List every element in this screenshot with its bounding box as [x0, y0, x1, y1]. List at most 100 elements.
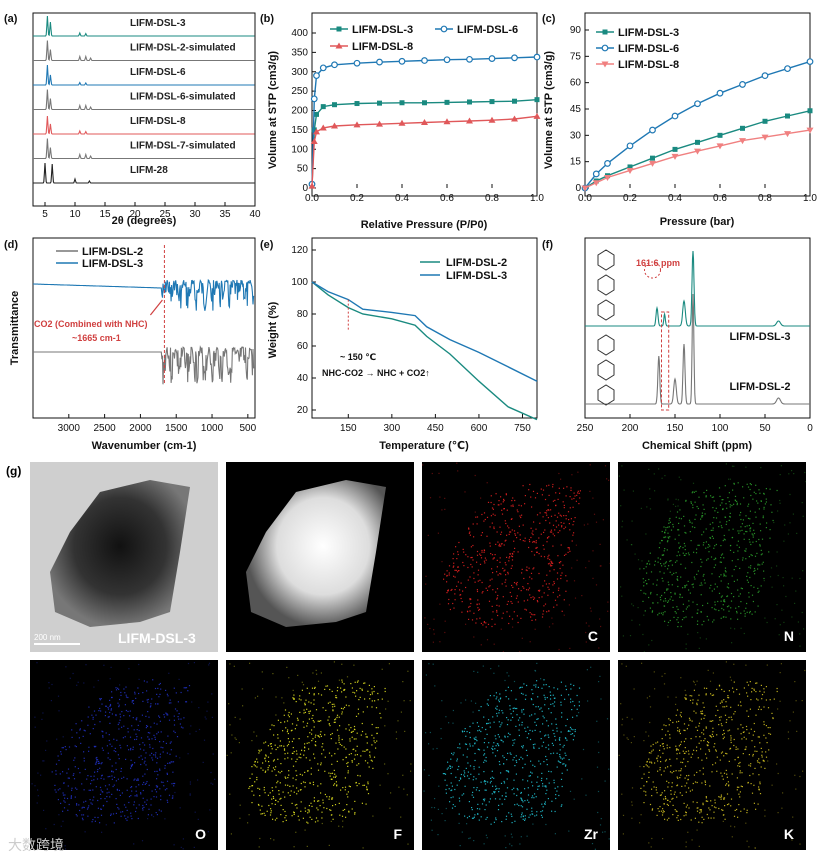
eds-dot: [320, 672, 322, 674]
eds-dot: [560, 731, 562, 733]
eds-dot: [107, 716, 109, 718]
eds-dot: [579, 497, 581, 499]
eds-dot: [304, 746, 306, 748]
eds-dot: [128, 749, 130, 751]
eds-dot: [431, 472, 433, 475]
eds-dot: [493, 526, 495, 528]
eds-dot: [525, 730, 527, 732]
eds-dot: [752, 522, 754, 524]
eds-dot: [564, 737, 567, 739]
eds-dot: [147, 701, 149, 703]
eds-dot: [652, 743, 654, 746]
eds-dot: [523, 577, 525, 580]
eds-dot: [135, 810, 137, 813]
eds-dot: [321, 822, 323, 825]
eds-dot: [341, 815, 344, 817]
eds-dot: [699, 809, 701, 811]
eds-dot: [373, 737, 375, 739]
eds-dot: [463, 774, 465, 776]
eds-dot: [549, 564, 551, 566]
eds-dot: [553, 582, 555, 585]
eds-dot: [701, 782, 703, 784]
xrd-trace: [33, 115, 255, 135]
eds-dot: [372, 767, 374, 769]
eds-dot: [534, 614, 536, 616]
eds-dot: [143, 680, 145, 682]
eds-dot: [796, 730, 798, 732]
eds-dot: [733, 744, 735, 747]
eds-dot: [45, 749, 47, 751]
eds-dot: [544, 498, 547, 501]
eds-dot: [532, 744, 534, 746]
eds-dot: [587, 700, 589, 702]
eds-dot: [100, 763, 102, 765]
eds-dot: [292, 777, 294, 779]
eds-dot: [553, 581, 555, 583]
eds-dot: [759, 783, 761, 785]
eds-dot: [659, 558, 662, 560]
eds-dot: [538, 537, 540, 539]
eds-dot: [287, 752, 289, 754]
eds-dot: [456, 462, 458, 464]
eds-dot: [543, 679, 545, 681]
eds-dot: [544, 785, 546, 787]
eds-dot: [758, 736, 760, 738]
eds-dot-group: [618, 463, 806, 652]
eds-dot: [81, 783, 83, 785]
eds-dot: [662, 554, 664, 556]
eds-dot: [648, 766, 650, 768]
eds-dot: [365, 749, 368, 751]
eds-dot: [670, 793, 672, 795]
eds-dot: [711, 607, 713, 609]
eds-dot: [675, 714, 677, 716]
eds-dot: [138, 729, 140, 732]
eds-dot: [548, 610, 550, 612]
eds-dot: [131, 764, 133, 766]
eds-dot: [686, 775, 688, 777]
eds-dot: [147, 732, 149, 734]
eds-dot: [480, 534, 482, 536]
eds-dot: [311, 740, 313, 742]
eds-dot: [738, 762, 740, 765]
eds-dot: [541, 803, 543, 805]
eds-dot: [683, 542, 685, 545]
eds-dot: [301, 689, 303, 691]
eds-dot: [677, 617, 679, 619]
eds-dot: [490, 823, 492, 825]
eds-dot: [760, 766, 762, 768]
eds-dot: [254, 765, 256, 767]
eds-dot: [397, 720, 399, 722]
tga-trace: [311, 281, 538, 382]
eds-dot: [560, 757, 562, 759]
eds-dot: [500, 531, 503, 533]
data-point: [626, 142, 634, 150]
eds-dot: [345, 728, 347, 730]
eds-dot: [667, 804, 669, 806]
eds-dot: [475, 516, 477, 518]
eds-dot: [744, 526, 746, 528]
eds-dot: [513, 530, 516, 532]
eds-dot: [561, 572, 563, 574]
eds-dot: [489, 579, 491, 581]
eds-dot: [556, 604, 558, 606]
eds-dot: [503, 780, 505, 783]
eds-dot: [533, 746, 535, 748]
eds-dot: [731, 773, 733, 775]
eds-dot: [212, 783, 214, 785]
eds-dot: [441, 509, 443, 511]
eds-dot: [115, 812, 117, 814]
eds-dot: [474, 743, 476, 745]
eds-dot: [622, 814, 625, 816]
eds-dot: [315, 745, 317, 747]
eds-dot: [622, 833, 624, 835]
eds-dot: [724, 516, 727, 518]
eds-dot: [496, 787, 498, 790]
eds-dot: [569, 790, 572, 792]
eds-dot: [547, 586, 549, 588]
xrd-series-label: LIFM-DSL-8: [130, 116, 186, 127]
eds-dot: [745, 530, 747, 533]
eds-dot: [736, 612, 738, 614]
eds-dot: [331, 797, 334, 799]
eds-dot: [465, 767, 467, 769]
